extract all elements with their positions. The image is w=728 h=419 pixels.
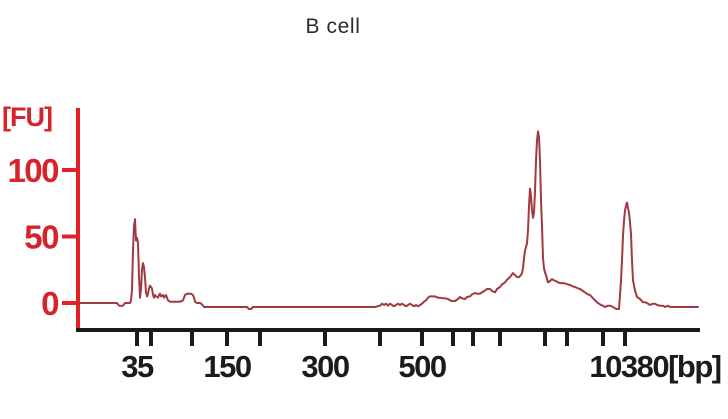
x-tick-label: 150 (203, 349, 250, 384)
y-tick-label: 0 (41, 285, 58, 322)
x-tick-label: 500 (398, 349, 445, 384)
fluorescence-trace (79, 130, 699, 310)
chart-title: B cell (306, 15, 361, 38)
x-axis: 35 150 300 500 10380[bp] (76, 328, 722, 384)
y-tick-label: 100 (7, 152, 58, 189)
y-tick-label: 50 (24, 219, 58, 256)
x-tick-label: 35 (121, 349, 154, 384)
x-tick-label: 300 (301, 349, 348, 384)
y-axis: 100 50 0 (7, 108, 80, 332)
y-axis-unit-label: [FU] (2, 102, 52, 132)
x-tick-label: 10380[bp] (589, 349, 720, 384)
